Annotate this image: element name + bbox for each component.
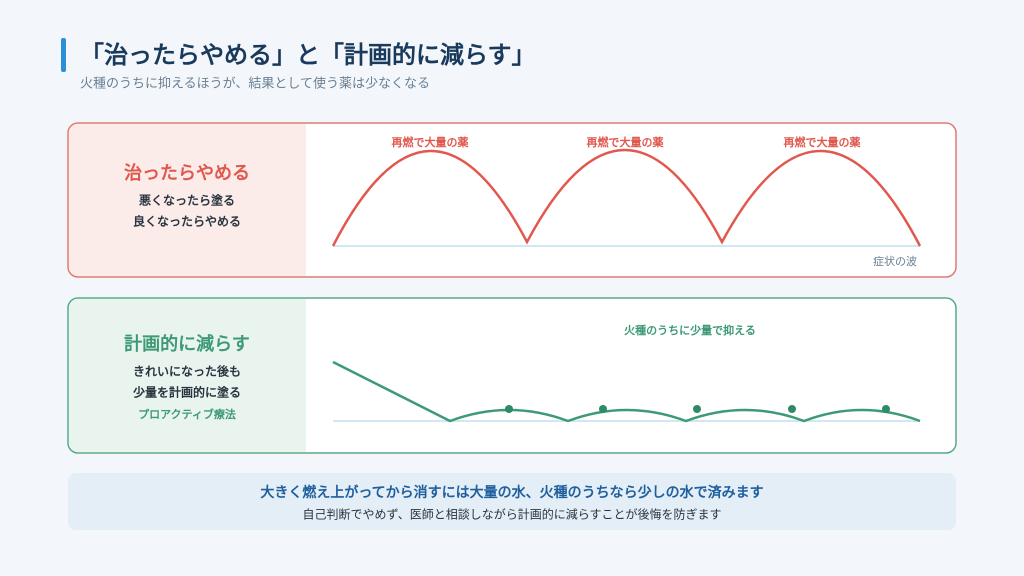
footer-main: 大きく燃え上がってから消すには大量の水、火種のうちなら少しの水で済みます [260,484,763,501]
symptom-wave [331,149,922,247]
dose-dot [505,405,513,413]
dose-dot [599,405,607,413]
panel-line: きれいになった後も [133,364,241,379]
annotation: 再燃で大量の薬 [784,135,862,149]
panel-side [69,299,306,452]
title-accent [61,38,66,72]
dose-dot [882,405,890,413]
panel-stop: 治ったらやめる 悪くなったら塗る 良くなったらやめる 再燃で大量の薬 再燃で大量… [67,122,957,278]
panel-line: 少量を計画的に塗る [133,385,241,400]
panel-title: 計画的に減らす [124,333,250,355]
panel-line: 良くなったらやめる [133,214,241,229]
dose-dot [693,405,701,413]
symptom-wave [332,360,921,423]
footer-sub: 自己判断でやめず、医師と相談しながら計画的に減らすことが後悔を防ぎます [303,507,722,522]
panel-title: 治ったらやめる [124,162,250,184]
panel-tag: プロアクティブ療法 [138,407,236,421]
axis-label: 症状の波 [873,254,917,268]
panel-side [69,124,306,276]
dose-dot [788,405,796,413]
annotation: 火種のうちに少量で抑える [624,323,756,337]
panel-plan: 計画的に減らす きれいになった後も 少量を計画的に塗る プロアクティブ療法 火種… [67,297,957,454]
footer-box [68,473,956,530]
annotation: 再燃で大量の薬 [392,135,470,149]
subtitle: 火種のうちに抑えるほうが、結果として使う薬は少なくなる [80,76,430,92]
title: 「治ったらやめる」と「計画的に減らす」 [80,41,536,69]
annotation: 再燃で大量の薬 [587,135,665,149]
panel-line: 悪くなったら塗る [139,193,235,208]
